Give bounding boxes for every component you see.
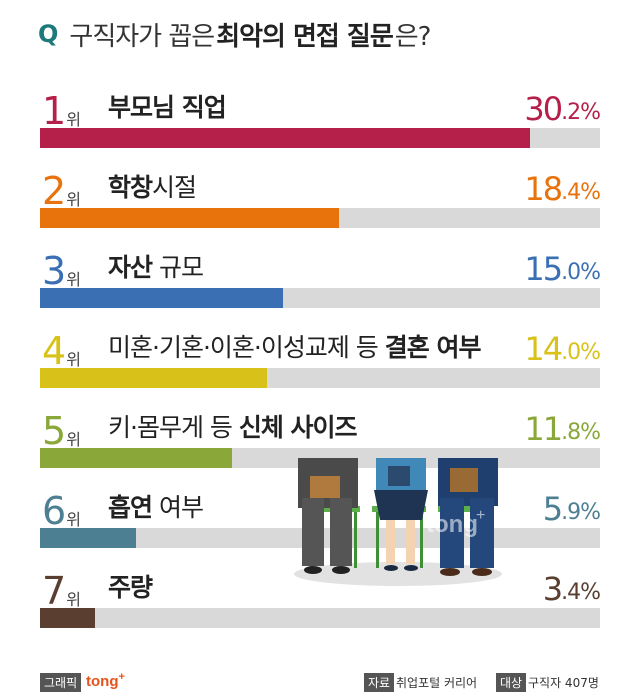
source-text: 취업포털 커리어 (396, 676, 478, 690)
category-label-normal: 미혼·기혼·이혼·이성교제 등 (108, 333, 385, 362)
rank-number: 3 (42, 249, 66, 293)
brand-logo: tong+ (86, 671, 125, 690)
value-decimal: .4% (561, 580, 601, 605)
category-label: 주량 (108, 568, 153, 604)
rank-number: 1 (42, 89, 66, 133)
rank-suffix: 위 (66, 110, 81, 129)
category-label-after: 규모 (152, 253, 204, 282)
bar (40, 528, 136, 548)
title-q-mark: Q (38, 20, 58, 48)
bar-track (40, 368, 600, 388)
value-decimal: .4% (561, 180, 601, 205)
category-label: 학창시절 (108, 168, 197, 204)
value-integer: 30 (524, 90, 563, 128)
title-text-2: 은? (394, 21, 432, 52)
category-label-after: 여부 (152, 493, 204, 522)
category-label-bold: 결혼 여부 (384, 333, 482, 362)
value-label: 14.0% (524, 326, 601, 368)
value-label: 30.2% (524, 86, 601, 128)
target-text: 구직자 407명 (528, 676, 599, 690)
rank-suffix: 위 (66, 350, 81, 369)
bar (40, 128, 530, 148)
bar (40, 368, 267, 388)
value-integer: 3 (542, 570, 563, 608)
category-label-bold: 부모님 직업 (108, 93, 227, 122)
category-label: 자산 규모 (108, 248, 204, 284)
rank-suffix: 위 (66, 270, 81, 289)
rank-number: 7 (42, 569, 66, 613)
chart-row: 2 위 학창시절 18.4% (0, 162, 640, 228)
value-integer: 5 (542, 490, 563, 528)
bar-track (40, 128, 600, 148)
rank-suffix: 위 (66, 590, 81, 609)
category-label-bold: 주량 (108, 573, 153, 602)
value-decimal: .0% (561, 260, 601, 285)
graphic-tag: 그래픽 (40, 673, 82, 692)
value-label: 5.9% (542, 486, 601, 528)
category-label: 흡연 여부 (108, 488, 204, 524)
bar (40, 448, 232, 468)
category-label: 부모님 직업 (108, 88, 227, 124)
watermark-text: tong (426, 511, 478, 538)
title-text-bold: 최악의 면접 질문 (216, 21, 394, 52)
interview-candidates-illustration: tong + (294, 458, 502, 586)
value-decimal: .9% (561, 500, 601, 525)
bar (40, 608, 95, 628)
footer: 그래픽 tong+ 자료 취업포털 커리어 대상 구직자 407명 (0, 671, 640, 694)
value-label: 18.4% (524, 166, 601, 208)
bar-track (40, 288, 600, 308)
value-decimal: .0% (561, 340, 601, 365)
category-label-after: 시절 (152, 173, 197, 202)
category-label-bold: 흡연 (108, 493, 153, 522)
chart-row: 7 위 주량 3.4% (0, 562, 640, 628)
title-text-1: 구직자가 꼽은 (69, 21, 215, 52)
value-decimal: .8% (561, 420, 601, 445)
chart-title: Q 구직자가 꼽은 최악의 면접 질문 은? (38, 14, 432, 54)
value-integer: 18 (524, 170, 563, 208)
target-tag: 대상 (496, 673, 527, 692)
bar (40, 288, 283, 308)
chart-row: 1 위 부모님 직업 30.2% (0, 82, 640, 148)
category-label: 키·몸무게 등 신체 사이즈 (108, 408, 358, 444)
brand-plus: + (118, 671, 125, 683)
category-label-bold: 학창 (108, 173, 153, 202)
brand-name: tong (86, 673, 119, 690)
value-integer: 11 (524, 410, 563, 448)
watermark-plus: + (476, 507, 485, 524)
source-tag: 자료 (364, 673, 395, 692)
category-label-bold: 신체 사이즈 (238, 413, 358, 442)
value-integer: 15 (524, 250, 563, 288)
chart-row: 3 위 자산 규모 15.0% (0, 242, 640, 308)
category-label-bold: 자산 (108, 253, 153, 282)
bar-track (40, 608, 600, 628)
bar-track (40, 208, 600, 228)
value-label: 11.8% (524, 406, 601, 448)
value-label: 15.0% (524, 246, 601, 288)
rank-suffix: 위 (66, 190, 81, 209)
rank-number: 6 (42, 489, 66, 533)
rank-number: 4 (42, 329, 66, 373)
bar (40, 208, 339, 228)
value-decimal: .2% (561, 100, 601, 125)
rank-suffix: 위 (66, 430, 81, 449)
chart-row: 4 위 미혼·기혼·이혼·이성교제 등 결혼 여부 14.0% (0, 322, 640, 388)
value-label: 3.4% (542, 566, 601, 608)
value-integer: 14 (524, 330, 563, 368)
category-label: 미혼·기혼·이혼·이성교제 등 결혼 여부 (108, 328, 482, 364)
rank-number: 2 (42, 169, 66, 213)
category-label-normal: 키·몸무게 등 (108, 413, 239, 442)
rank-number: 5 (42, 409, 66, 453)
rank-suffix: 위 (66, 510, 81, 529)
